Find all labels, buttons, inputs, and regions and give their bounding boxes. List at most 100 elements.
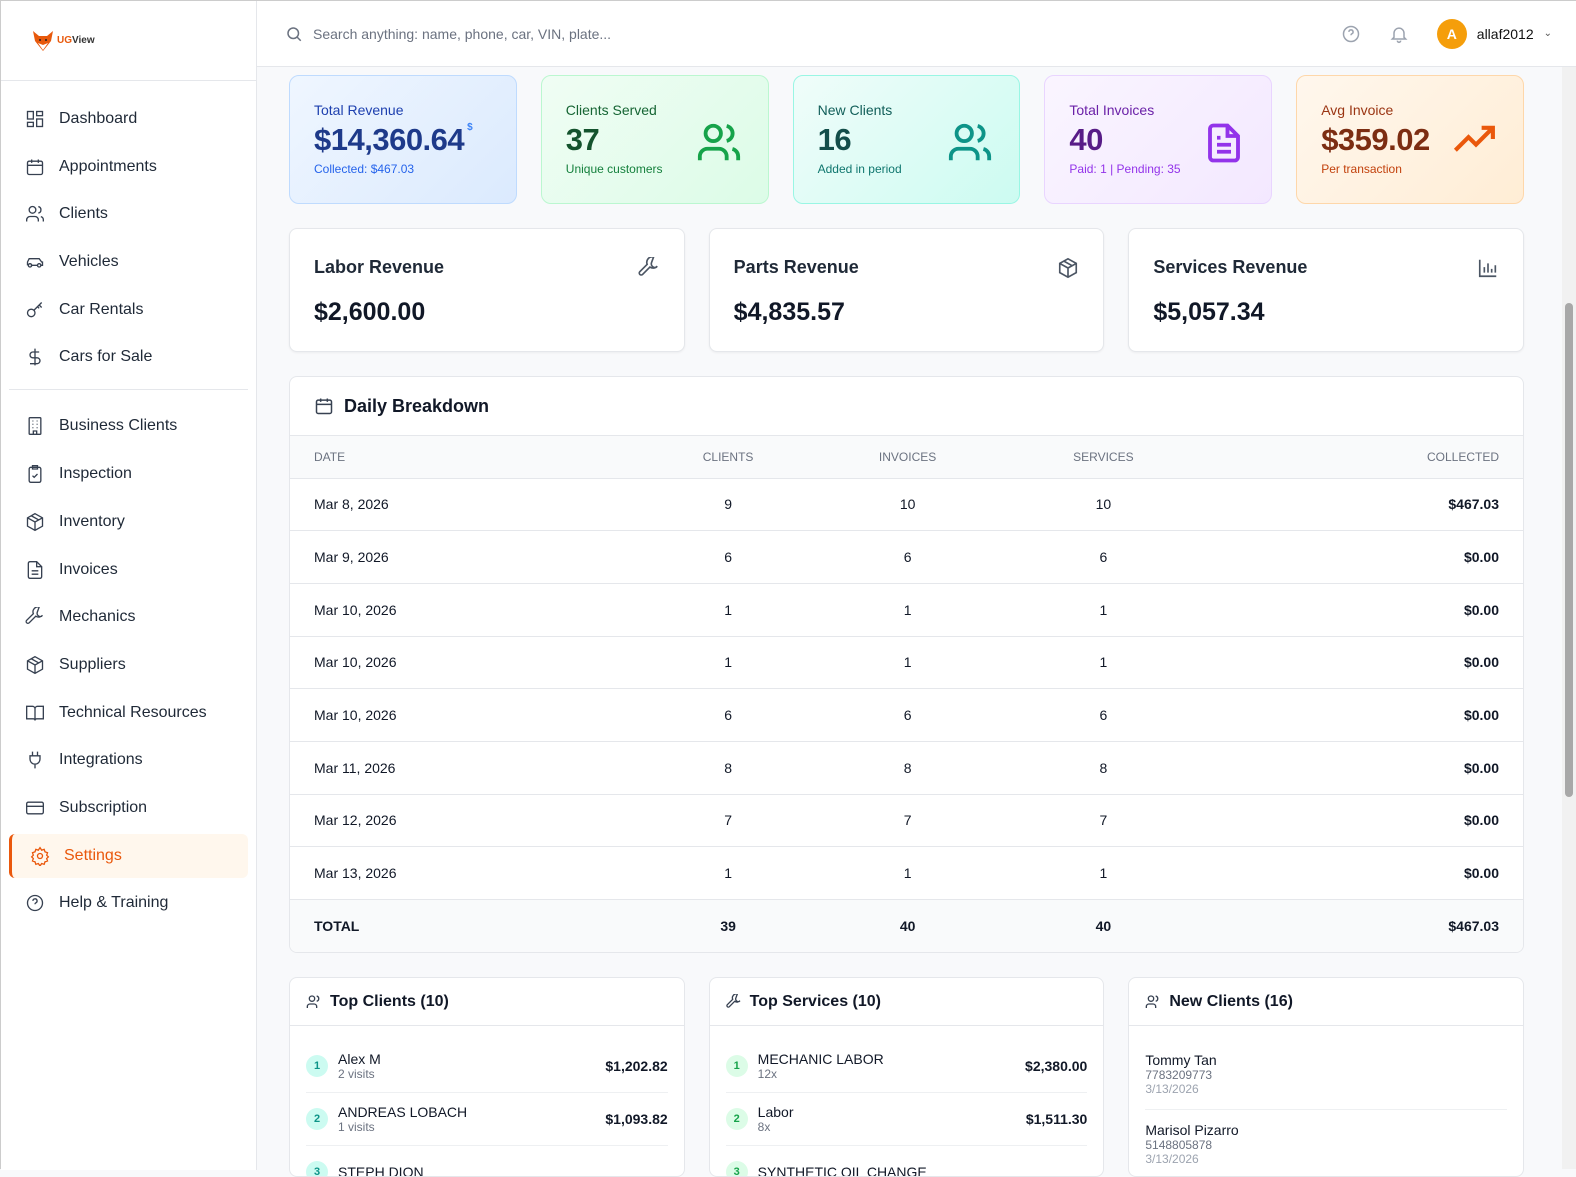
sidebar-item-suppliers[interactable]: Suppliers — [9, 643, 248, 687]
parts-revenue-card: Parts Revenue $4,835.57 — [708, 228, 1105, 352]
sidebar-item-inspection[interactable]: Inspection — [9, 452, 248, 496]
stat-value: $359.02 — [1321, 122, 1430, 157]
sidebar-item-appointments[interactable]: Appointments — [9, 145, 248, 189]
logo[interactable]: UGView — [1, 1, 256, 81]
item-name: SYNTHETIC OIL CHANGE — [757, 1164, 927, 1177]
sidebar-item-settings[interactable]: Settings — [9, 833, 248, 878]
sidebar-item-cars-for-sale[interactable]: Cars for Sale — [9, 335, 248, 379]
pending-count: Pending: 35 — [1116, 162, 1181, 176]
table-cell: 1 — [812, 636, 1003, 690]
table-cell: 1 — [643, 846, 813, 900]
sidebar: UGView Dashboard Appointments Clients Vehic… — [1, 1, 257, 1170]
search-input[interactable]: Search anything: name, phone, car, VIN, … — [285, 25, 1341, 43]
stat-value: $14,360.64 — [314, 122, 465, 157]
sidebar-item-dashboard[interactable]: Dashboard — [9, 97, 248, 141]
list-item[interactable]: 1 MECHANIC LABOR 12x $2,380.00 — [725, 1040, 1088, 1094]
sidebar-item-technical-resources[interactable]: Technical Resources — [9, 691, 248, 735]
sidebar-item-car-rentals[interactable]: Car Rentals — [9, 288, 248, 332]
scrollbar-thumb[interactable] — [1565, 303, 1573, 797]
stat-label: Total Revenue — [314, 102, 404, 118]
list-item[interactable]: Marisol Pizarro 5148805878 3/13/2026 — [1145, 1110, 1507, 1176]
sidebar-item-label: Suppliers — [59, 655, 126, 673]
sidebar-item-label: Cars for Sale — [59, 348, 153, 366]
wrench-icon — [25, 607, 44, 625]
sidebar-item-invoices[interactable]: Invoices — [9, 548, 248, 592]
car-icon — [26, 258, 44, 268]
table-cell: $0.00 — [1203, 688, 1523, 742]
file-text-icon — [1208, 123, 1241, 163]
total-cell: $467.03 — [1203, 899, 1523, 953]
sidebar-item-label: Settings — [64, 846, 122, 864]
table-cell: $0.00 — [1203, 846, 1523, 900]
table-cell: 7 — [643, 794, 813, 848]
sidebar-item-business-clients[interactable]: Business Clients — [9, 404, 248, 448]
table-cell: 10 — [812, 478, 1003, 532]
section-title: Daily Breakdown — [344, 395, 490, 416]
client-name: Tommy Tan — [1145, 1052, 1217, 1069]
sidebar-item-clients[interactable]: Clients — [9, 192, 248, 236]
fox-logo-icon — [33, 30, 53, 51]
table-cell: 1 — [812, 846, 1003, 900]
sidebar-item-label: Mechanics — [59, 608, 136, 626]
search-icon — [287, 26, 302, 41]
table-cell: Mar 10, 2026 — [290, 583, 644, 637]
sidebar-item-subscription[interactable]: Subscription — [9, 786, 248, 830]
users-icon — [949, 123, 992, 161]
column-header[interactable]: COLLECTED — [1203, 436, 1523, 479]
new-clients-panel: New Clients (16) Tommy Tan 7783209773 3/13… — [1128, 977, 1525, 1177]
table-cell: $0.00 — [1203, 530, 1523, 584]
column-header[interactable]: INVOICES — [812, 436, 1003, 479]
help-icon[interactable] — [1341, 24, 1361, 44]
rank-badge: 3 — [725, 1161, 748, 1177]
list-item[interactable]: 2 ANDREAS LOBACH 1 visits $1,093.82 — [306, 1093, 668, 1147]
item-sub: 8x — [757, 1120, 771, 1135]
bell-icon[interactable] — [1389, 24, 1409, 44]
table-cell: 10 — [1002, 478, 1204, 532]
username: allaf2012 — [1476, 25, 1534, 42]
table-cell: 6 — [812, 530, 1003, 584]
sidebar-item-vehicles[interactable]: Vehicles — [9, 240, 248, 284]
item-amount: $1,511.30 — [1025, 1111, 1088, 1128]
table-cell: 8 — [812, 741, 1003, 795]
table-cell: Mar 10, 2026 — [290, 688, 644, 742]
scrollbar[interactable] — [1562, 67, 1576, 1169]
daily-breakdown: Daily Breakdown DATE CLIENTS INVOICES SERVI… — [289, 376, 1524, 954]
item-amount: $1,202.82 — [605, 1058, 668, 1075]
list-item[interactable]: 2 Labor 8x $1,511.30 — [725, 1093, 1088, 1147]
list-item[interactable]: 3 STEPH DION — [306, 1146, 668, 1177]
item-name: ANDREAS LOBACH — [338, 1104, 468, 1121]
table-cell: 1 — [812, 583, 1003, 637]
sidebar-item-help-training[interactable]: Help & Training — [9, 881, 248, 925]
column-header[interactable]: SERVICES — [1002, 436, 1204, 479]
stat-value: 37 — [565, 122, 600, 157]
sidebar-item-inventory[interactable]: Inventory — [9, 500, 248, 544]
table-cell: 1 — [1002, 636, 1204, 690]
table-cell: Mar 8, 2026 — [290, 478, 644, 532]
column-header[interactable]: CLIENTS — [643, 436, 813, 479]
column-header[interactable]: DATE — [290, 436, 644, 479]
stat-label: Total Invoices — [1069, 102, 1155, 118]
table-cell: 7 — [1002, 794, 1204, 848]
sidebar-item-mechanics[interactable]: Mechanics — [9, 595, 248, 639]
users-icon — [306, 995, 320, 1008]
card-title: Services Revenue — [1153, 257, 1308, 277]
client-date: 3/13/2026 — [1145, 1082, 1199, 1097]
card-value: $2,600.00 — [314, 298, 426, 326]
table-cell: $0.00 — [1203, 583, 1523, 637]
list-item[interactable]: Tommy Tan 7783209773 3/13/2026 — [1145, 1040, 1508, 1111]
rank-badge: 1 — [306, 1055, 328, 1078]
credit-card-icon — [26, 801, 44, 815]
sidebar-item-integrations[interactable]: Integrations — [9, 738, 248, 782]
table-cell: 1 — [643, 636, 813, 690]
list-item[interactable]: 3 SYNTHETIC OIL CHANGE — [725, 1146, 1088, 1177]
stat-sub: Unique customers — [565, 162, 663, 176]
user-menu[interactable]: A allaf2012 ⌄ — [1436, 18, 1552, 49]
plug-icon — [29, 751, 41, 769]
sidebar-nav: Dashboard Appointments Clients Vehicles Car … — [1, 81, 256, 925]
trending-up-icon — [1453, 125, 1495, 152]
table-cell: Mar 13, 2026 — [290, 846, 644, 900]
client-name: Marisol Pizarro — [1145, 1122, 1239, 1139]
calendar-icon — [26, 159, 44, 175]
